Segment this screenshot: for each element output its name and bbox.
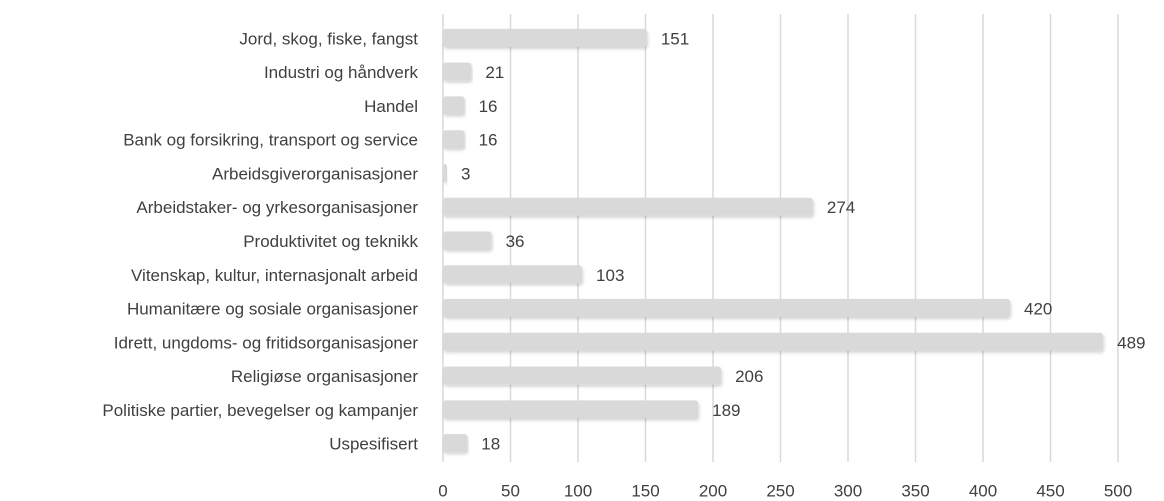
bar (443, 366, 722, 385)
data-label: 16 (479, 131, 498, 150)
data-label: 16 (479, 97, 498, 116)
x-tick-label: 150 (631, 481, 659, 500)
x-tick-label: 400 (969, 481, 997, 500)
bar (443, 400, 699, 419)
x-tick-label: 450 (1036, 481, 1064, 500)
y-tick-label: Arbeidstaker- og yrkesorganisasjoner (136, 198, 418, 217)
data-label: 21 (485, 63, 504, 82)
y-tick-label: Idrett, ungdoms- og fritidsorganisasjone… (114, 333, 419, 352)
y-tick-label: Industri og håndverk (264, 63, 419, 82)
bar (443, 197, 813, 216)
y-tick-label: Religiøse organisasjoner (231, 367, 418, 386)
y-tick-label: Handel (364, 97, 418, 116)
data-label: 274 (827, 198, 855, 217)
x-tick-label: 250 (766, 481, 794, 500)
data-label: 36 (506, 232, 525, 251)
y-tick-label: Jord, skog, fiske, fangst (239, 29, 418, 48)
x-tick-label: 0 (438, 481, 447, 500)
bar (443, 434, 468, 453)
bar (443, 130, 465, 149)
data-label: 151 (661, 29, 689, 48)
y-tick-label: Politiske partier, bevegelser og kampanj… (102, 401, 418, 420)
bar (443, 231, 492, 250)
data-label: 206 (735, 367, 763, 386)
data-label: 3 (461, 164, 470, 183)
y-tick-label: Uspesifisert (329, 435, 418, 454)
y-tick-label: Produktivitet og teknikk (243, 232, 418, 251)
y-tick-label: Vitenskap, kultur, internasjonalt arbeid (131, 266, 418, 285)
x-tick-label: 50 (501, 481, 520, 500)
y-tick-label: Arbeidsgiverorganisasjoner (212, 164, 418, 183)
y-tick-label: Bank og forsikring, transport og service (123, 131, 418, 150)
bar (443, 96, 465, 115)
data-label: 103 (596, 266, 624, 285)
x-tick-label: 300 (834, 481, 862, 500)
x-tick-label: 500 (1104, 481, 1132, 500)
bar (443, 62, 472, 81)
data-label: 489 (1117, 333, 1145, 352)
bar (443, 163, 448, 182)
data-label: 189 (712, 401, 740, 420)
bar (443, 332, 1104, 351)
data-label: 420 (1024, 300, 1052, 319)
bar (443, 299, 1010, 318)
bar (443, 265, 583, 284)
y-tick-label: Humanitære og sosiale organisasjoner (127, 300, 418, 319)
x-tick-label: 350 (901, 481, 929, 500)
x-tick-label: 200 (699, 481, 727, 500)
x-tick-label: 100 (564, 481, 592, 500)
bar (443, 28, 647, 47)
data-label: 18 (481, 435, 500, 454)
